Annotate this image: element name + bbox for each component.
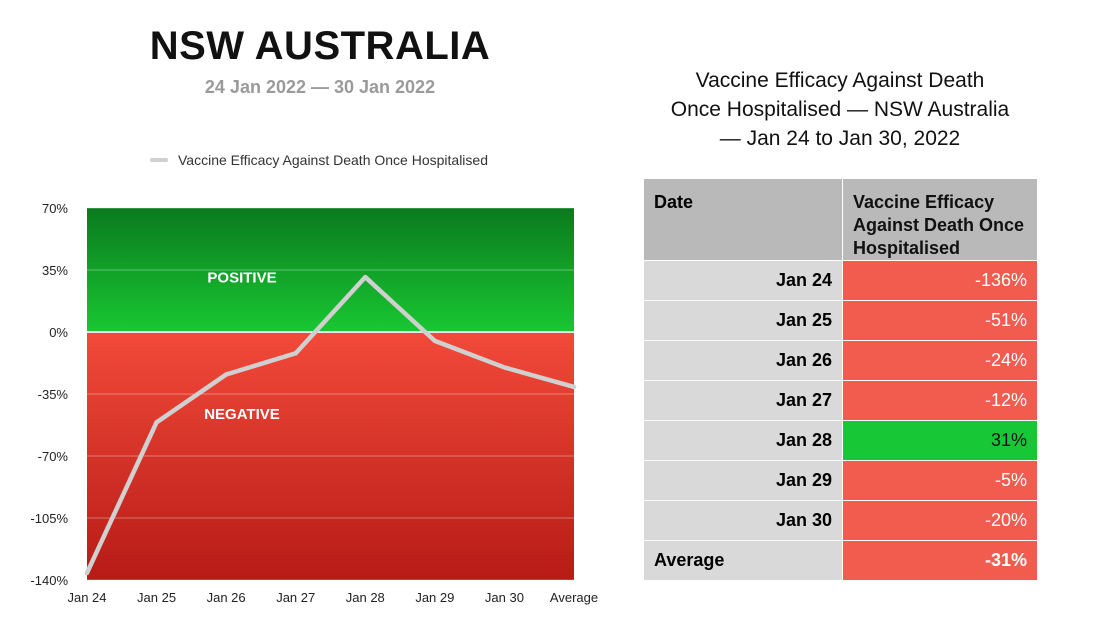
data-point xyxy=(154,420,159,425)
efficacy-cell: -5% xyxy=(842,460,1038,501)
data-point xyxy=(293,351,298,356)
data-point xyxy=(363,274,368,280)
header-date: Date xyxy=(643,178,843,261)
legend-label: Vaccine Efficacy Against Death Once Hosp… xyxy=(178,152,488,168)
date-cell: Jan 25 xyxy=(643,300,843,341)
date-cell: Jan 27 xyxy=(643,380,843,421)
x-tick-label: Jan 26 xyxy=(207,590,246,605)
y-tick-label: -70% xyxy=(38,449,69,464)
y-tick-label: -105% xyxy=(30,511,68,526)
legend-swatch xyxy=(150,158,168,162)
x-tick-label: Jan 29 xyxy=(415,590,454,605)
efficacy-table: Date Vaccine Efficacy Against Death Once… xyxy=(643,178,1038,581)
efficacy-cell: -20% xyxy=(842,500,1038,541)
table-row: Jan 29 -5% xyxy=(643,460,1038,501)
series-line xyxy=(84,274,577,576)
data-point xyxy=(502,365,507,370)
date-cell: Average xyxy=(643,540,843,581)
table-header-row: Date Vaccine Efficacy Against Death Once… xyxy=(643,178,1038,261)
x-tick-label: Jan 25 xyxy=(137,590,176,605)
table-title-line: — Jan 24 to Jan 30, 2022 xyxy=(719,127,961,150)
efficacy-cell: -12% xyxy=(842,380,1038,421)
date-cell: Jan 28 xyxy=(643,420,843,461)
page-title: NSW AUSTRALIA xyxy=(149,24,491,68)
y-tick-label: 0% xyxy=(49,325,68,340)
efficacy-cell: -24% xyxy=(842,340,1038,381)
x-tick-label: Jan 30 xyxy=(485,590,524,605)
efficacy-cell: -31% xyxy=(842,540,1038,581)
page-subtitle: 24 Jan 2022 — 30 Jan 2022 xyxy=(204,77,436,97)
data-point xyxy=(571,384,577,390)
region-positive xyxy=(87,208,574,332)
efficacy-cell: -51% xyxy=(842,300,1038,341)
x-tick-label: Jan 27 xyxy=(276,590,315,605)
x-tick-label: Average xyxy=(550,590,598,605)
date-cell: Jan 29 xyxy=(643,460,843,501)
date-cell: Jan 24 xyxy=(643,260,843,301)
table-title: Vaccine Efficacy Against Death Once Hosp… xyxy=(640,66,1040,153)
x-tick-label: Jan 24 xyxy=(67,590,106,605)
region-negative xyxy=(87,332,574,580)
table-title-line: Vaccine Efficacy Against Death xyxy=(695,69,985,92)
table-average-row: Average -31% xyxy=(643,540,1038,581)
x-tick-label: Jan 28 xyxy=(346,590,385,605)
date-cell: Jan 26 xyxy=(643,340,843,381)
table-row: Jan 27 -12% xyxy=(643,380,1038,421)
data-point xyxy=(432,338,438,344)
table-row: Jan 25 -51% xyxy=(643,300,1038,341)
efficacy-cell: 31% xyxy=(842,420,1038,461)
y-tick-label: 35% xyxy=(42,263,68,278)
table-title-line: Once Hospitalised — NSW Australia xyxy=(670,98,1010,121)
efficacy-cell: -136% xyxy=(842,260,1038,301)
table-row: Jan 26 -24% xyxy=(643,340,1038,381)
table-row: Jan 28 31% xyxy=(643,420,1038,461)
date-cell: Jan 30 xyxy=(643,500,843,541)
y-tick-label: 70% xyxy=(42,201,68,216)
region-label-positive: POSITIVE xyxy=(207,269,276,286)
region-label-negative: NEGATIVE xyxy=(204,406,280,423)
y-tick-label: -35% xyxy=(38,387,69,402)
line-chart: POSITIVE NEGATIVE 70% 35% 0% -35% -70% -105% -1… xyxy=(30,201,598,605)
chart-legend: Vaccine Efficacy Against Death Once Hosp… xyxy=(150,150,488,170)
table-row: Jan 24 -136% xyxy=(643,260,1038,301)
table-row: Jan 30 -20% xyxy=(643,500,1038,541)
data-point xyxy=(84,570,90,576)
header-efficacy: Vaccine Efficacy Against Death Once Hosp… xyxy=(842,178,1038,261)
y-tick-label: -140% xyxy=(30,573,68,588)
data-point xyxy=(223,372,229,377)
